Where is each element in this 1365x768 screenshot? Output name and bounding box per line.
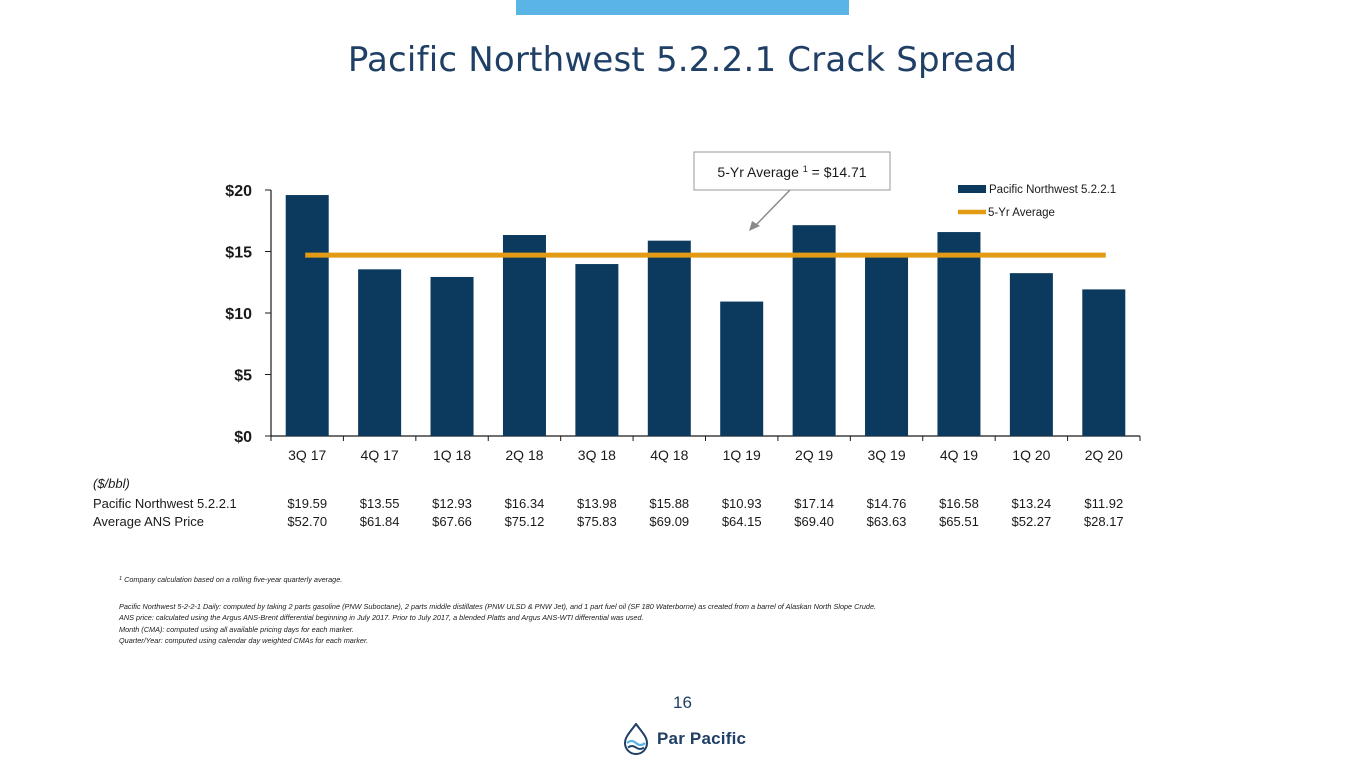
bar bbox=[792, 225, 836, 436]
droplet-wave-icon bbox=[623, 723, 649, 755]
table-cell: $17.14 bbox=[794, 496, 834, 511]
x-tick-label: 3Q 19 bbox=[867, 447, 905, 463]
bar bbox=[647, 240, 691, 436]
bar bbox=[865, 254, 909, 436]
x-tick-label: 4Q 19 bbox=[940, 447, 978, 463]
table-cell: $64.15 bbox=[721, 514, 762, 529]
table-cell: $75.83 bbox=[576, 514, 617, 529]
legend-swatch-bars bbox=[958, 185, 986, 193]
x-tick-label: 1Q 18 bbox=[433, 447, 471, 463]
footnote-1: 1 Company calculation based on a rolling… bbox=[119, 575, 343, 584]
table-cell: $10.93 bbox=[721, 496, 762, 511]
bar bbox=[285, 195, 329, 436]
table-cell: $19.59 bbox=[287, 496, 328, 511]
legend-label-average: 5-Yr Average bbox=[988, 207, 1055, 219]
table-cell: $13.24 bbox=[1011, 496, 1052, 511]
callout-arrow-head bbox=[749, 221, 760, 231]
bar bbox=[575, 264, 619, 436]
methodology-line: ANS price: calculated using the Argus AN… bbox=[119, 613, 644, 622]
y-tick-label: $20 bbox=[225, 183, 252, 200]
x-tick-label: 1Q 20 bbox=[1012, 447, 1050, 463]
x-tick-label: 2Q 18 bbox=[505, 447, 543, 463]
table-unit-label: ($/bbl) bbox=[93, 476, 130, 491]
x-tick-label: 2Q 19 bbox=[795, 447, 833, 463]
bar bbox=[1009, 273, 1053, 436]
x-tick-label: 4Q 18 bbox=[650, 447, 688, 463]
table-cell: $16.34 bbox=[504, 496, 545, 511]
bar bbox=[937, 232, 981, 436]
callout-arrow bbox=[754, 189, 791, 227]
table-cell: $15.88 bbox=[649, 496, 690, 511]
table-row-crack-spread: Pacific Northwest 5.2.2.1 $19.59 $13.55 $1… bbox=[0, 496, 1365, 514]
x-tick-label: 3Q 18 bbox=[578, 447, 616, 463]
row-label: Average ANS Price bbox=[93, 514, 205, 529]
table-cell: $11.92 bbox=[1084, 496, 1124, 511]
x-tick-label: 2Q 20 bbox=[1085, 447, 1123, 463]
page-number: 16 bbox=[673, 693, 692, 712]
callout-text: 5-Yr Average 1 = $14.71 bbox=[717, 164, 866, 180]
y-tick-label: $10 bbox=[225, 306, 252, 323]
bar bbox=[430, 276, 474, 436]
table-cell: $61.84 bbox=[359, 514, 400, 529]
methodology-line: Quarter/Year: computed using calendar da… bbox=[119, 636, 369, 645]
table-cell: $52.27 bbox=[1011, 514, 1052, 529]
company-logo: Par Pacific bbox=[621, 722, 746, 756]
x-tick-label: 3Q 17 bbox=[288, 447, 326, 463]
bar bbox=[502, 235, 546, 436]
y-tick-label: $0 bbox=[234, 429, 252, 446]
table-row-ans-price: Average ANS Price $52.70 $61.84 $67.66 $75.… bbox=[0, 514, 1365, 532]
table-cell: $75.12 bbox=[504, 514, 545, 529]
table-cell: $12.93 bbox=[432, 496, 472, 511]
bar bbox=[720, 301, 764, 436]
page-title: Pacific Northwest 5.2.2.1 Crack Spread bbox=[347, 40, 1018, 80]
table-cell: $65.51 bbox=[939, 514, 979, 529]
top-accent-bar bbox=[516, 0, 849, 15]
row-label: Pacific Northwest 5.2.2.1 bbox=[93, 496, 237, 511]
table-cell: $13.98 bbox=[576, 496, 617, 511]
x-tick-label: 1Q 19 bbox=[723, 447, 761, 463]
footnotes: 1 Company calculation based on a rolling… bbox=[119, 574, 1259, 647]
methodology-line: Month (CMA): computed using all availabl… bbox=[119, 624, 354, 634]
table-cell: $13.55 bbox=[359, 496, 400, 511]
callout-box bbox=[693, 151, 891, 191]
y-tick-label: $15 bbox=[225, 245, 252, 262]
crack-spread-chart: $0 $5 $10 $15 $20 3Q 17 4Q 17 1Q 18 2Q 18 3Q 18 4Q… bbox=[225, 151, 1141, 463]
methodology-line: Pacific Northwest 5-2-2-1 Daily: compute… bbox=[119, 601, 877, 611]
bar bbox=[358, 269, 402, 436]
table-cell: $69.09 bbox=[649, 514, 690, 529]
bar bbox=[1082, 289, 1126, 436]
table-cell: $16.58 bbox=[939, 496, 979, 511]
table-cell: $14.76 bbox=[866, 496, 907, 511]
table-cell: $69.40 bbox=[794, 514, 834, 529]
table-cell: $63.63 bbox=[866, 514, 907, 529]
x-tick-label: 4Q 17 bbox=[361, 447, 399, 463]
y-tick-label: $5 bbox=[234, 368, 252, 385]
table-cell: $67.66 bbox=[432, 514, 472, 529]
legend-label-bars: Pacific Northwest 5.2.2.1 bbox=[989, 184, 1116, 196]
table-cell: $52.70 bbox=[287, 514, 328, 529]
table-cell: $28.17 bbox=[1083, 514, 1124, 529]
brand-name: Par Pacific bbox=[657, 729, 747, 748]
